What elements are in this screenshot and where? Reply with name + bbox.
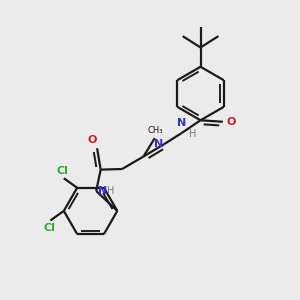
Text: Cl: Cl — [43, 223, 55, 233]
Text: CH₃: CH₃ — [148, 125, 163, 134]
Text: H: H — [107, 186, 115, 196]
Text: O: O — [227, 117, 236, 127]
Text: H: H — [189, 129, 196, 139]
Text: Cl: Cl — [56, 166, 68, 176]
Text: N: N — [177, 118, 186, 128]
Text: O: O — [88, 135, 97, 145]
Text: N: N — [154, 139, 163, 149]
Text: N: N — [98, 186, 107, 196]
